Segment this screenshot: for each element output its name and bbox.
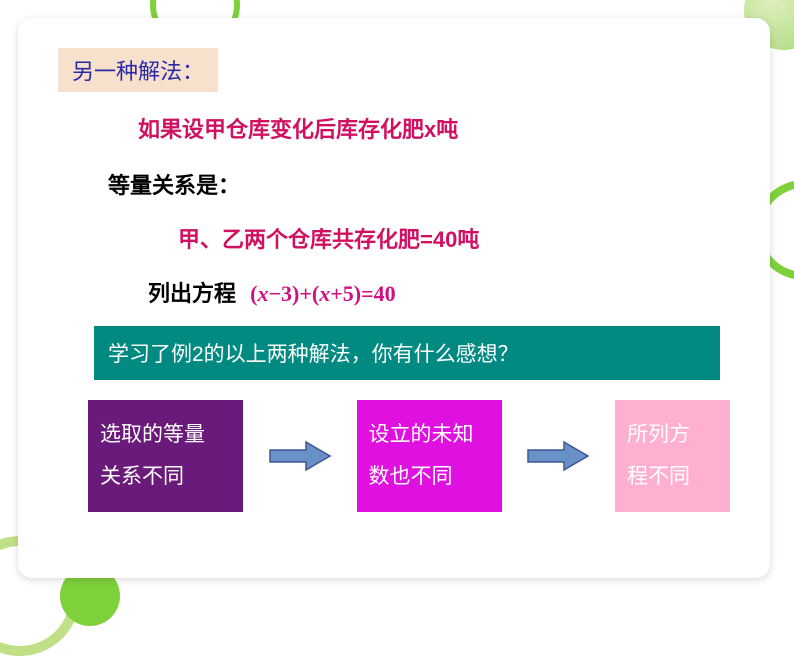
flow-box-line: 程不同: [627, 456, 718, 498]
flow-box-1: 选取的等量 关系不同: [88, 400, 243, 512]
flow-diagram: 选取的等量 关系不同 设立的未知 数也不同 所列方 程不同: [88, 400, 730, 512]
flow-box-line: 选取的等量: [100, 414, 231, 456]
equation-expr: (x−3)+(x+5)=40: [250, 281, 395, 306]
relation-text: 甲、乙两个仓库共存化肥=40吨: [178, 222, 730, 254]
flow-box-3: 所列方 程不同: [615, 400, 730, 512]
flow-box-line: 设立的未知: [369, 414, 490, 456]
flow-box-line: 所列方: [627, 414, 718, 456]
hypothesis-text: 如果设甲仓库变化后库存化肥x吨: [138, 112, 730, 144]
flow-box-line: 数也不同: [369, 456, 490, 498]
question-bar: 学习了例2的以上两种解法，你有什么感想？: [94, 326, 720, 380]
equation-line: 列出方程 (x−3)+(x+5)=40: [148, 276, 730, 308]
flow-box-line: 关系不同: [100, 456, 231, 498]
equation-label: 列出方程: [148, 281, 236, 306]
slide-card: 另一种解法： 如果设甲仓库变化后库存化肥x吨 等量关系是： 甲、乙两个仓库共存化…: [18, 18, 770, 578]
arrow-icon: [266, 438, 334, 474]
alt-method-title: 另一种解法：: [58, 48, 218, 92]
flow-box-2: 设立的未知 数也不同: [357, 400, 502, 512]
arrow-icon: [524, 438, 592, 474]
relation-label: 等量关系是：: [108, 168, 730, 200]
